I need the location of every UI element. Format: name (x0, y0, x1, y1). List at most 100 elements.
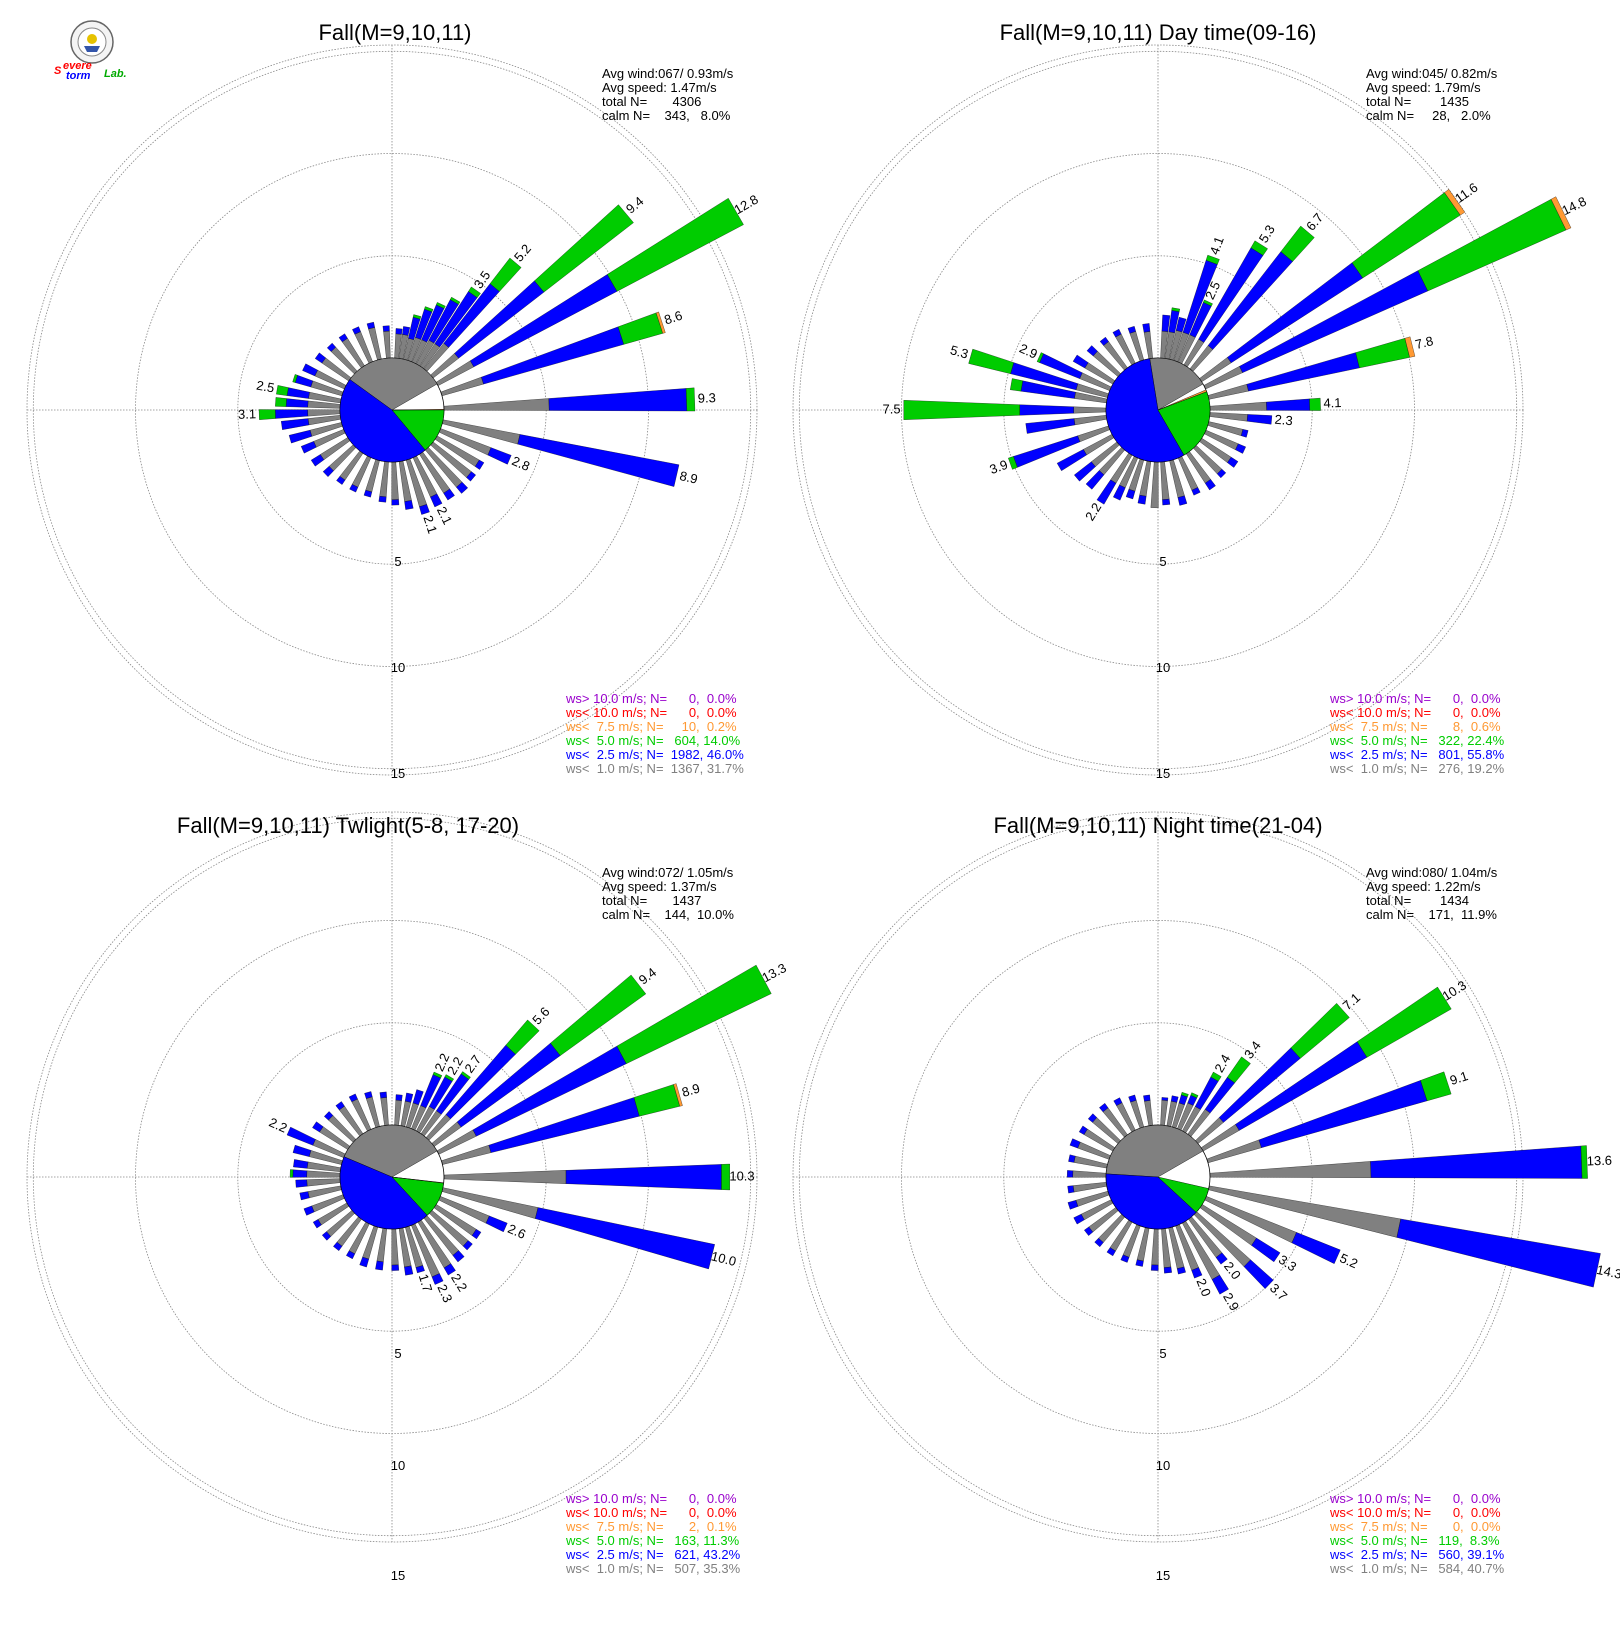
bar-segment-lt2-5 (288, 429, 313, 444)
bar-segment-lt5 (721, 1163, 730, 1191)
bar-segment-lt5 (1210, 1071, 1222, 1082)
direction-bar-346 (366, 321, 382, 361)
bar-segment-lt5 (1356, 986, 1452, 1058)
ring-label-15: 15 (391, 766, 405, 781)
stat-total-n: total N= 1435 (1366, 94, 1469, 109)
direction-bar-74 (441, 1083, 683, 1165)
bar-segment-lt7-5 (1444, 189, 1466, 216)
calm-pie (339, 357, 445, 463)
direction-bar-20 (1173, 254, 1220, 363)
calm-pie-slice-green (1157, 391, 1211, 456)
bar-value-label: 8.9 (680, 1080, 702, 1099)
bar-segment-lt5 (1280, 225, 1315, 262)
bar-segment-lt5 (1190, 1092, 1199, 1099)
direction-bar-10 (1164, 307, 1181, 360)
bar-segment-lt2-5 (366, 321, 375, 330)
direction-bar-72 (1206, 1071, 1452, 1164)
bar-segment-lt5 (489, 257, 522, 292)
bar-segment-lt2-5 (391, 499, 400, 506)
direction-bar-198 (1125, 458, 1145, 500)
speed-legend: ws> 10.0 m/s; N= 0, 0.0% ws< 10.0 m/s; N… (565, 691, 744, 776)
calm-pie-slice-orange (391, 1176, 444, 1184)
bar-segment-lt5 (607, 197, 744, 292)
bar-segment-lt5 (432, 1071, 443, 1079)
stat-avg-wind: Avg wind:072/ 1.05m/s (602, 865, 734, 880)
bar-segment-lt2-5 (1235, 443, 1246, 454)
bar-segment-lt5 (412, 314, 422, 320)
bar-segment-lt5 (1580, 1145, 1588, 1179)
bar-value-label: 4.1 (1323, 395, 1342, 411)
direction-bar-288 (292, 374, 344, 397)
bar-value-label: 2.1 (434, 504, 455, 527)
grid-ring-10 (901, 153, 1415, 667)
bar-segment-lt2-5 (456, 481, 468, 494)
stat-avg-speed: Avg speed: 1.47m/s (602, 80, 717, 95)
direction-bar-135 (1193, 445, 1227, 479)
stat-avg-speed: Avg speed: 1.22m/s (1366, 879, 1481, 894)
bar-value-label: 2.3 (1274, 412, 1293, 429)
bar-segment-lt2-5 (1211, 1274, 1229, 1295)
bar-segment-lt2-5 (1066, 1170, 1074, 1178)
legend-entry-gt10: ws> 10.0 m/s; N= 0, 0.0% (1329, 1491, 1501, 1506)
calm-pie-slice-orange (1157, 389, 1207, 411)
bar-segment-lt2-5 (310, 454, 325, 467)
calm-pie-slice-blue (1105, 1173, 1197, 1230)
bar-segment-lt2-5 (363, 489, 373, 498)
stat-avg-wind: Avg wind:045/ 0.82m/s (1366, 66, 1498, 81)
bar-segment-lt7-5 (655, 311, 666, 334)
direction-bar-32 (1183, 240, 1268, 368)
direction-bar-175 (1160, 461, 1171, 506)
direction-bar-312 (1087, 1113, 1121, 1144)
bar-value-label: 2.5 (255, 378, 275, 396)
bar-segment-lt2-5 (1087, 1113, 1098, 1123)
grid-ring-15 (798, 50, 1518, 770)
ring-label-15: 15 (1156, 766, 1170, 781)
bar-segment-lt2-5 (1161, 1097, 1169, 1101)
bar-segment-lt2-5 (364, 1091, 373, 1099)
logo-text-lab: Lab. (104, 68, 127, 80)
grid-ring-15 (32, 817, 752, 1537)
calm-pie-slice-gray (349, 357, 438, 411)
bar-segment-lt2-5 (1142, 323, 1151, 333)
bar-segment-lt2-5 (1143, 1094, 1151, 1102)
ring-label-10: 10 (391, 660, 405, 675)
bar-segment-lt2-5 (336, 476, 346, 485)
bar-segment-lt2-5 (1067, 1200, 1079, 1210)
calm-pie-slice-orange (391, 409, 445, 411)
bar-segment-lt2-5 (1056, 449, 1087, 472)
logo-text-s: S (54, 65, 62, 77)
direction-bar-230 (1074, 441, 1120, 482)
direction-bar-165 (1169, 459, 1188, 506)
bar-value-label: 4.1 (1207, 234, 1227, 256)
bar-segment-lt2-5 (286, 1126, 316, 1146)
direction-bar-88 (1209, 397, 1321, 411)
speed-legend: ws> 10.0 m/s; N= 0, 0.0% ws< 10.0 m/s; N… (1329, 691, 1505, 776)
stat-calm-n: calm N= 28, 2.0% (1366, 108, 1491, 123)
direction-bar-222 (1085, 447, 1125, 490)
ring-label-10: 10 (1156, 660, 1170, 675)
bar-segment-lt2-5 (359, 1256, 369, 1268)
bar-segment-lt2-5 (1099, 1103, 1109, 1113)
bar-value-label: 10.0 (710, 1248, 738, 1269)
bar-segment-lt2-5 (462, 1240, 473, 1251)
calm-pie-slice-blue (339, 379, 426, 463)
legend-entry-lt10: ws< 10.0 m/s; N= 0, 0.0% (565, 705, 737, 720)
bar-segment-lt1 (1073, 406, 1107, 414)
bar-segment-lt5 (1010, 378, 1023, 392)
legend-entry-lt2-5: ws< 2.5 m/s; N= 801, 55.8% (1329, 747, 1505, 762)
bar-value-label: 8.9 (678, 468, 699, 487)
ring-label-10: 10 (391, 1458, 405, 1473)
direction-bar-134 (1193, 1211, 1274, 1289)
legend-entry-lt1: ws< 1.0 m/s; N= 276, 19.2% (1329, 761, 1505, 776)
bar-segment-lt2-5 (471, 1229, 482, 1240)
stat-avg-wind: Avg wind:067/ 0.93m/s (602, 66, 734, 81)
bar-segment-lt5 (1227, 1056, 1251, 1084)
speed-legend: ws> 10.0 m/s; N= 0, 0.0% ws< 10.0 m/s; N… (565, 1491, 741, 1576)
bar-segment-lt5 (276, 385, 289, 396)
bar-segment-lt2-5 (312, 1121, 324, 1133)
bar-segment-lt2-5 (375, 1260, 384, 1271)
direction-bar-122 (434, 435, 485, 470)
legend-entry-lt10: ws< 10.0 m/s; N= 0, 0.0% (565, 1505, 737, 1520)
direction-bars (1066, 986, 1601, 1295)
bar-segment-lt2-5 (487, 447, 512, 465)
